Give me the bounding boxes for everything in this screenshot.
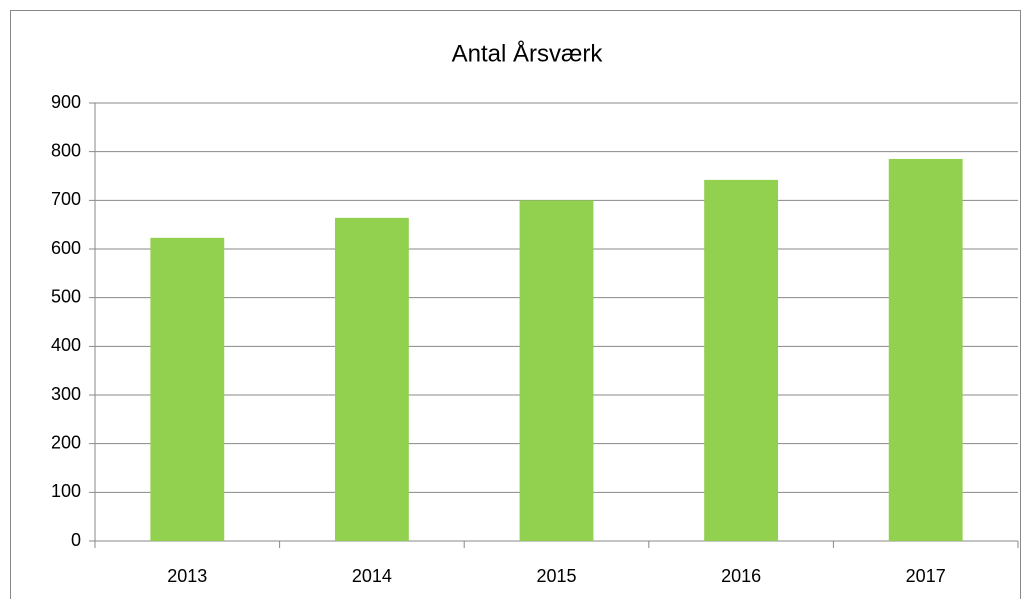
y-tick-label: 0 <box>71 530 81 550</box>
bar <box>150 237 225 541</box>
x-tick-label: 2015 <box>536 566 576 586</box>
bar <box>888 158 963 541</box>
x-tick-label: 2017 <box>906 566 946 586</box>
bar <box>704 179 779 542</box>
x-tick-label: 2013 <box>167 566 207 586</box>
bar <box>519 200 594 542</box>
x-tick-label: 2014 <box>352 566 392 586</box>
y-tick-label: 800 <box>51 140 81 160</box>
x-tick-label: 2016 <box>721 566 761 586</box>
y-tick-label: 300 <box>51 384 81 404</box>
y-tick-label: 500 <box>51 286 81 306</box>
y-tick-label: 400 <box>51 335 81 355</box>
y-tick-label: 600 <box>51 238 81 258</box>
y-tick-label: 100 <box>51 481 81 501</box>
y-tick-label: 900 <box>51 92 81 112</box>
chart-title: Antal Årsværk <box>452 39 604 67</box>
y-tick-label: 200 <box>51 432 81 452</box>
bar <box>334 217 409 541</box>
y-tick-label: 700 <box>51 189 81 209</box>
